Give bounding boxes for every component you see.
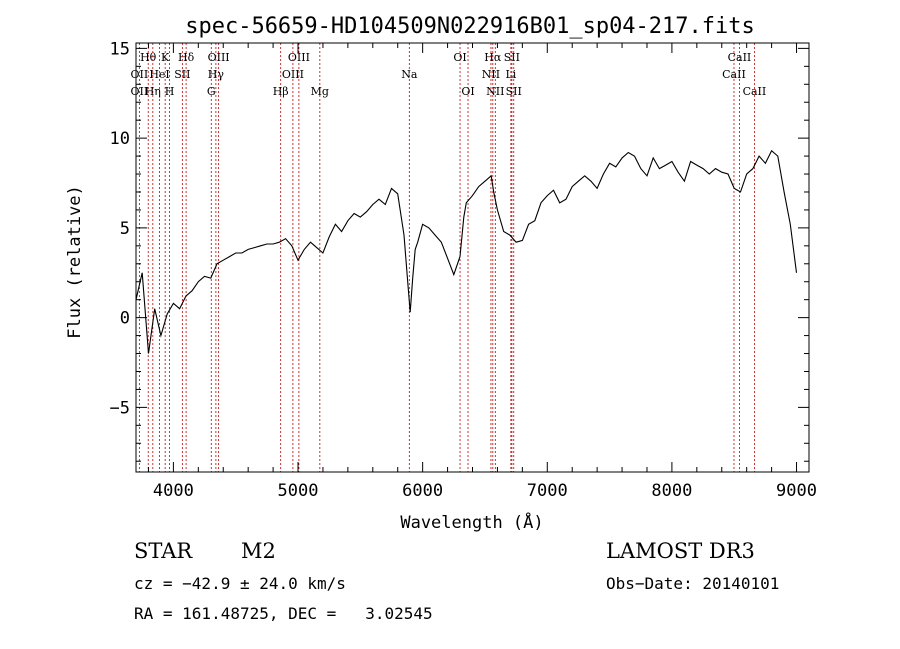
spectral-line-label: CaII [722, 68, 746, 81]
spectral-line-label: Na [401, 68, 418, 81]
spectral-line-label: Hδ [178, 51, 195, 64]
spectral-line-label: H [165, 85, 175, 98]
spectral-line-label: HeI [149, 68, 169, 81]
spectral-line-label: Li [505, 68, 516, 81]
x-tick-label: 7000 [527, 481, 568, 501]
x-tick-label: 4000 [153, 481, 194, 501]
x-tick-label: 5000 [278, 481, 319, 501]
spectrum-line [135, 149, 798, 354]
spectral-line-label: G [207, 85, 216, 98]
y-tick-label: 10 [110, 129, 130, 149]
spectral-line-label: OIII [282, 68, 304, 81]
spectral-line-label: Hα [484, 51, 502, 64]
ra-dec: RA = 161.48725, DEC = 3.02545 [134, 604, 433, 623]
x-tick-label: 9000 [776, 481, 817, 501]
spectral-line-label: OIII [288, 51, 310, 64]
tick-layer: 4000 5000 6000 7000 8000 9000 −5 0 5 10 15 [110, 39, 817, 501]
spectral-line-label: Hγ [208, 68, 225, 81]
observation-date: Obs−Date: 20140101 [606, 574, 780, 593]
survey-name: LAMOST DR3 [606, 539, 755, 563]
spectral-line-label: SII [506, 85, 522, 98]
plot-frame [135, 42, 810, 473]
spectral-line-label: OII [131, 85, 149, 98]
spectral-line-label: OI [453, 51, 466, 64]
spectral-line-label: CaII [743, 85, 767, 98]
spectral-line-label: Hη [145, 85, 161, 98]
spectral-line-label: Hβ [273, 85, 289, 98]
spectral-line-label: NII [486, 85, 504, 98]
spectral-line-label: K [161, 51, 170, 64]
y-tick-label: 5 [120, 219, 130, 239]
spectral-line-label: SII [504, 51, 520, 64]
spectral-line-label: OII [131, 68, 149, 81]
spectral-line-label: CaII [728, 51, 752, 64]
spectral-line-label: OI [461, 85, 474, 98]
series-layer [135, 149, 798, 354]
spectral-line-label: OIII [208, 51, 230, 64]
y-tick-label: 0 [120, 309, 130, 329]
x-tick-label: 6000 [402, 481, 443, 501]
y-tick-label: 15 [110, 39, 130, 59]
object-subclass: M2 [241, 539, 276, 563]
chart-title: spec-56659-HD104509N022916B01_sp04-217.f… [185, 14, 755, 39]
object-class: STAR [134, 539, 193, 563]
y-axis-title: Flux (relative) [65, 185, 85, 339]
x-axis-title: Wavelength (Å) [400, 511, 543, 533]
x-tick-label: 8000 [651, 481, 692, 501]
spectral-line-label: Mg [311, 85, 329, 98]
redshift-cz: cz = −42.9 ± 24.0 km/s [134, 574, 346, 593]
spectral-line-label: SII [174, 68, 190, 81]
spectral-line-label: Hθ [140, 51, 157, 64]
spectral-line-label: NII [482, 68, 500, 81]
y-tick-label: −5 [110, 398, 130, 418]
